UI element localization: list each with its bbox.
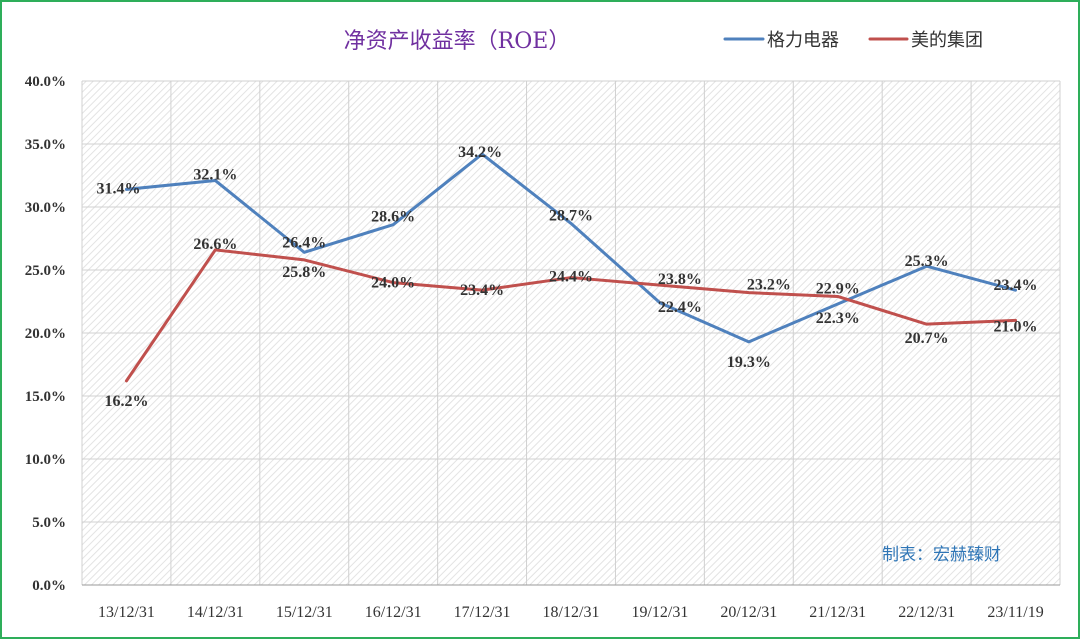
y-tick-label: 35.0% [25, 137, 66, 153]
data-label: 26.6% [193, 236, 237, 253]
y-tick-label: 5.0% [32, 515, 66, 531]
data-label: 31.4% [96, 180, 140, 197]
data-label: 22.4% [658, 299, 702, 316]
data-label: 24.0% [371, 275, 415, 292]
data-label: 20.7% [905, 330, 949, 347]
y-tick-label: 15.0% [25, 389, 66, 405]
credit-note: 制表：宏赫臻财 [882, 545, 1001, 565]
x-tick-label: 18/12/31 [543, 604, 600, 621]
y-tick-label: 10.0% [25, 452, 66, 468]
data-label: 16.2% [104, 393, 148, 410]
data-label: 24.4% [549, 269, 593, 286]
x-tick-label: 21/12/31 [809, 604, 866, 621]
data-label: 19.3% [727, 354, 771, 371]
data-label: 25.3% [905, 253, 949, 270]
data-label: 28.7% [549, 207, 593, 224]
legend-label-gree: 格力电器 [767, 30, 839, 51]
x-tick-label: 23/11/19 [987, 604, 1043, 621]
data-label: 22.3% [816, 310, 860, 327]
x-tick-label: 15/12/31 [276, 604, 333, 621]
y-tick-label: 0.0% [32, 578, 66, 594]
y-tick-label: 25.0% [25, 263, 66, 279]
x-tick-label: 14/12/31 [187, 604, 244, 621]
data-label: 28.6% [371, 209, 415, 226]
data-label: 23.4% [460, 282, 504, 299]
legend: 格力电器 美的集团 [723, 30, 983, 51]
data-label: 23.4% [994, 277, 1038, 294]
chart-title: 净资产收益率（ROE） [344, 29, 571, 54]
data-label: 26.4% [282, 234, 326, 251]
data-label: 23.8% [658, 271, 702, 288]
series-lines [124, 152, 1018, 383]
series-line-0 [124, 152, 1018, 344]
x-tick-label: 22/12/31 [898, 604, 955, 621]
x-tick-label: 16/12/31 [365, 604, 422, 621]
axes: 0.0% 5.0% 10.0% 15.0% 20.0% 25.0% 30.0% 35.0% 40… [25, 74, 1060, 621]
x-tick-label: 20/12/31 [720, 604, 777, 621]
x-tick-label: 13/12/31 [98, 604, 155, 621]
data-label: 21.0% [994, 318, 1038, 335]
legend-item-gree: 格力电器 [723, 30, 839, 51]
series-line-1 [124, 248, 1018, 383]
y-tick-label: 20.0% [25, 326, 66, 342]
data-label: 22.9% [816, 280, 860, 297]
x-tick-label: 19/12/31 [631, 604, 688, 621]
y-tick-label: 40.0% [25, 74, 66, 90]
data-labels: 31.4% 32.1% 26.4% 28.6% 34.2% 28.7% 22.4% 19.3%… [96, 144, 1037, 410]
data-label: 25.8% [282, 264, 326, 281]
legend-item-midea: 美的集团 [868, 30, 983, 51]
data-label: 23.2% [747, 277, 791, 294]
data-label: 34.2% [458, 144, 502, 161]
gridlines [81, 80, 1061, 586]
x-tick-label: 17/12/31 [454, 604, 511, 621]
y-tick-label: 30.0% [25, 200, 66, 216]
data-label: 32.1% [193, 167, 237, 184]
legend-label-midea: 美的集团 [911, 30, 983, 51]
